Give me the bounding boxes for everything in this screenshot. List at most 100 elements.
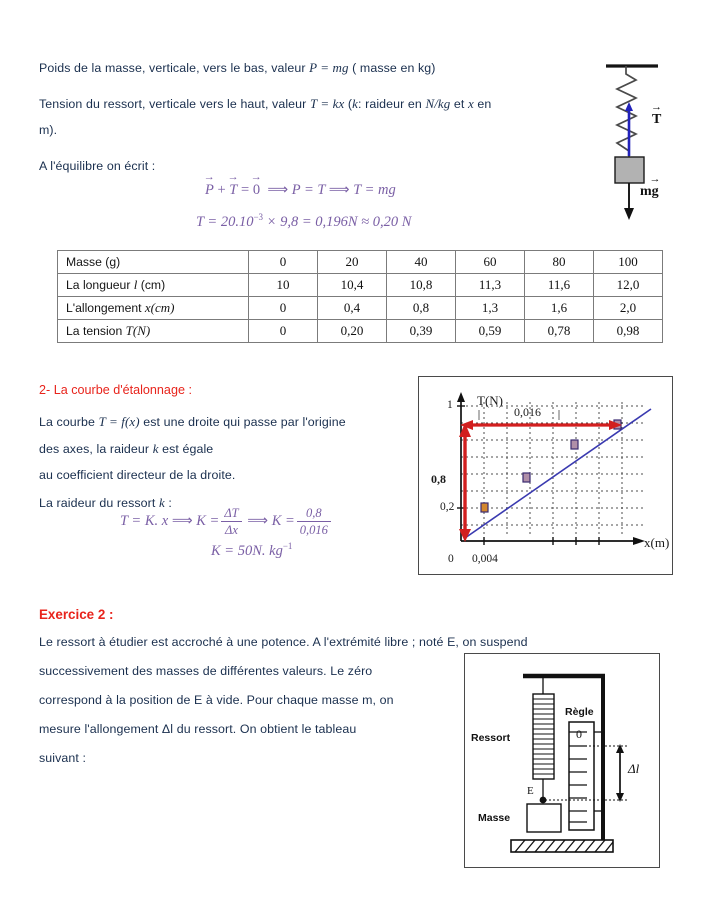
grid-horizontal bbox=[461, 405, 643, 526]
x-tick-label-0004: 0,004 bbox=[472, 553, 498, 565]
table-row: Masse (g) 0 20 40 60 80 100 bbox=[57, 250, 663, 274]
section2-line1: La courbe T = f(x) est une droite qui pa… bbox=[39, 414, 346, 429]
cell: 20 bbox=[317, 250, 387, 274]
stiffness-part2: K = bbox=[196, 512, 220, 529]
raideur-k-2: k bbox=[158, 495, 165, 510]
x-axis-label: x(m) bbox=[644, 535, 670, 550]
equation-stiffness: T = K. x ⟹ K = ΔT Δx ⟹ K = 0,8 0,016 bbox=[120, 506, 333, 537]
cell: 10,4 bbox=[317, 273, 387, 297]
implies-2: ⟹ bbox=[328, 182, 350, 198]
data-point bbox=[522, 472, 531, 483]
tension-k: k bbox=[352, 96, 359, 111]
data-line bbox=[464, 408, 652, 539]
x-ticks bbox=[483, 537, 600, 545]
courbe-formula: T = f(x) bbox=[98, 414, 140, 429]
cell: 11,6 bbox=[524, 273, 594, 297]
table-row: La longueur l (cm) 10 10,4 10,8 11,3 11,… bbox=[57, 273, 663, 297]
spring-body bbox=[532, 693, 555, 780]
annotation-label-0016: 0,016 bbox=[514, 405, 541, 419]
calibration-graph-box: T(N) x(m) 1 0,8 0,2 0 0,004 0,016 bbox=[418, 376, 673, 575]
cell: 100 bbox=[593, 250, 663, 274]
poids-text-a: Poids de la masse, verticale, vers le ba… bbox=[39, 61, 310, 75]
stiffness-result: K = 50N. kg bbox=[211, 542, 283, 559]
ressort-label: Ressort bbox=[471, 732, 511, 744]
apparatus-svg bbox=[510, 673, 628, 853]
poids-formula: P = mg bbox=[309, 60, 349, 75]
cell: 0,98 bbox=[593, 319, 663, 343]
section2-line3: au coefficient directeur de la droite. bbox=[39, 468, 236, 482]
tension-text-b: ( bbox=[344, 97, 353, 111]
stiffness-implies-2: ⟹ bbox=[247, 512, 269, 529]
zero-vector: 0 bbox=[253, 182, 260, 199]
y-tick-label-1: 1 bbox=[447, 399, 453, 411]
grid-vertical bbox=[483, 402, 623, 537]
tension-label: T bbox=[652, 112, 661, 128]
exercise2-line-3: mesure l'allongement Δl du ressort. On o… bbox=[39, 722, 357, 736]
cell: 2,0 bbox=[593, 296, 663, 320]
section2-line4: La raideur du ressort k : bbox=[39, 495, 172, 510]
equation-stiffness-result: K = 50N. kg−1 bbox=[211, 541, 292, 560]
exercise2-heading: Exercice 2 : bbox=[39, 607, 114, 622]
mass-block bbox=[614, 156, 645, 184]
cell: 0,78 bbox=[524, 319, 594, 343]
section2-heading: 2- La courbe d'étalonnage : bbox=[39, 383, 192, 397]
equation-numeric: T = 20.10−3 × 9,8 = 0,196N ≈ 0,20 N bbox=[196, 212, 411, 231]
section2-line2: des axes, la raideur k est égale bbox=[39, 441, 214, 456]
stiffness-part1: T = K. x bbox=[120, 512, 169, 529]
masse-label: Masse bbox=[478, 812, 511, 824]
data-point-markers bbox=[480, 419, 622, 513]
tension-label-group: T bbox=[652, 112, 661, 128]
y-tick-label-02: 0,2 bbox=[440, 501, 455, 513]
cell: 0 bbox=[248, 296, 318, 320]
data-point bbox=[480, 502, 489, 513]
ruler-body bbox=[568, 721, 595, 831]
numeric-exponent: −3 bbox=[253, 212, 264, 222]
cell: 0,39 bbox=[386, 319, 456, 343]
ruler-zero-label: 0 bbox=[576, 727, 582, 741]
exercise2-line-2: correspond à la position de E à vide. Po… bbox=[39, 693, 394, 707]
data-point bbox=[570, 439, 579, 450]
base-hatching bbox=[514, 839, 614, 853]
cell: 0 bbox=[248, 319, 318, 343]
tension-text-d: et bbox=[450, 97, 469, 111]
cell: 10,8 bbox=[386, 273, 456, 297]
x-axis-arrowhead bbox=[633, 537, 645, 545]
exercise2-line-4: suivant : bbox=[39, 751, 87, 765]
tension-text-e: en bbox=[473, 97, 492, 111]
raideur-k: k bbox=[152, 441, 159, 456]
poids-text-b: ( masse en kg) bbox=[348, 61, 436, 75]
implies-1: ⟹ bbox=[267, 182, 289, 198]
paragraph-equilibre: A l'équilibre on écrit : bbox=[39, 159, 156, 173]
delta-l-arrow bbox=[616, 744, 624, 802]
stiffness-part3: K = bbox=[271, 512, 295, 529]
spring-coil bbox=[615, 66, 638, 157]
numeric-lhs: T = 20.10 bbox=[196, 213, 254, 230]
tension-x: x bbox=[468, 96, 474, 111]
tension-text-a: Tension du ressort, verticale vers le ha… bbox=[39, 97, 310, 111]
y-axis-arrowhead bbox=[457, 392, 465, 402]
weight-vector-arrowhead bbox=[624, 208, 634, 220]
table-row: La tension T(N) 0 0,20 0,39 0,59 0,78 0,… bbox=[57, 319, 663, 343]
annotation-bracket bbox=[478, 410, 560, 420]
table-row: L'allongement x(cm) 0 0,4 0,8 1,3 1,6 2,… bbox=[57, 296, 663, 320]
spring-mass-svg bbox=[606, 64, 658, 220]
equation-balance: P + T = 0 ⟹ P = T ⟹ T = mg bbox=[205, 182, 396, 199]
weight-label-m: m bbox=[640, 184, 652, 199]
p-vector: P bbox=[205, 182, 214, 199]
numeric-rhs: × 9,8 = 0,196N ≈ 0,20 N bbox=[263, 213, 412, 230]
cell: 0,20 bbox=[317, 319, 387, 343]
cell: 60 bbox=[455, 250, 525, 274]
cell: 40 bbox=[386, 250, 456, 274]
row-header-tension: La tension T(N) bbox=[57, 319, 249, 343]
cell: 0,59 bbox=[455, 319, 525, 343]
cell: 11,3 bbox=[455, 273, 525, 297]
exercise2-line-0: Le ressort à étudier est accroché à une … bbox=[39, 635, 528, 649]
paragraph-tension-cont: m). bbox=[39, 123, 58, 137]
annotation-delta-x bbox=[460, 420, 622, 430]
cell: 80 bbox=[524, 250, 594, 274]
y-tick-label-0: 0 bbox=[448, 553, 454, 565]
mass-box bbox=[526, 803, 562, 833]
y-tick-label-08: 0,8 bbox=[431, 472, 446, 486]
tension-formula: T = kx bbox=[309, 96, 345, 111]
